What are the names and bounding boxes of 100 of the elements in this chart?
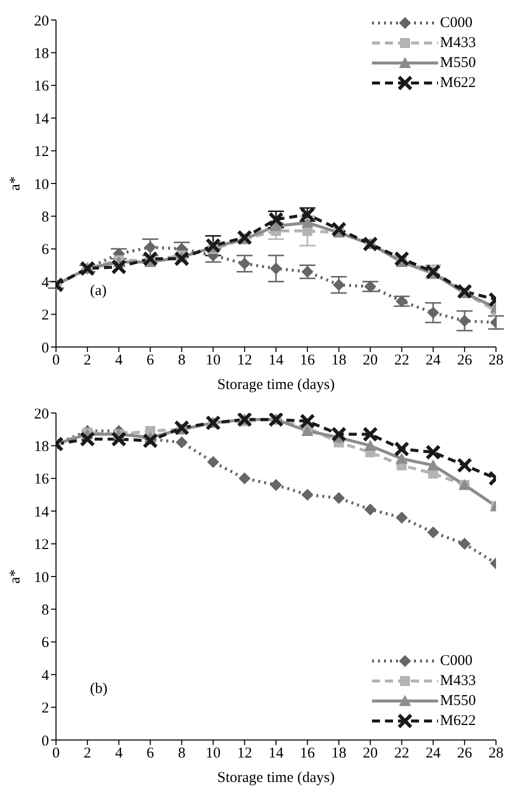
annotation: (a) [90,283,107,300]
point [301,216,314,228]
x-tick-label: 4 [115,746,124,762]
point [332,492,345,504]
point [301,424,314,436]
x-tick-label: 2 [84,746,92,762]
x-tick-label: 24 [426,746,442,762]
point [396,295,408,308]
point [144,241,156,254]
y-tick-label: 2 [42,700,49,717]
point [111,259,127,275]
point [396,452,408,464]
y-tick-label: 8 [42,210,49,226]
point [207,456,220,468]
legend-label: M433 [440,672,476,690]
y-tick-label: 10 [34,176,49,193]
point [238,472,251,484]
x-axis-title: Storage time (days) [217,377,335,393]
x-tick-label: 10 [206,746,221,762]
legend-label: C000 [440,652,473,670]
point [238,258,251,270]
legend-label: M622 [440,712,476,730]
y-tick-label: 6 [42,242,50,258]
point [236,413,252,428]
y-tick-label: 8 [42,602,49,619]
y-tick-label: 0 [42,340,49,356]
point [205,415,221,431]
x-tick-label: 26 [457,352,473,369]
legend-label: M622 [440,74,476,92]
point [205,238,221,254]
point [456,284,472,300]
point [268,413,284,428]
y-tick-label: 20 [34,13,49,30]
x-tick-label: 6 [146,746,155,762]
point [270,262,282,275]
point [427,306,440,319]
x-tick-label: 28 [488,746,504,762]
x-tick-label: 22 [394,746,410,762]
x-tick-label: 16 [300,746,316,762]
y-tick-label: 2 [42,308,49,324]
point [332,278,345,291]
point [301,488,314,501]
x-tick-label: 4 [115,352,124,369]
y-tick-label: 4 [42,274,50,291]
point [301,266,314,278]
point [364,440,376,451]
legend-label: M550 [440,54,476,72]
x-tick-label: 14 [268,746,284,762]
x-tick-label: 14 [268,352,284,369]
x-tick-label: 18 [331,746,346,762]
point [80,431,96,447]
legend-label: M433 [440,34,476,52]
x-tick-label: 0 [52,746,60,762]
y-tick-label: 14 [34,111,50,128]
x-tick-label: 20 [362,746,378,762]
y-tick-label: 12 [34,537,49,554]
x-tick-label: 8 [178,352,186,369]
x-tick-label: 12 [237,746,252,762]
x-tick-label: 10 [206,352,221,369]
x-tick-label: 0 [52,352,60,369]
point [142,250,158,266]
point [174,250,190,266]
y-tick-label: 18 [34,439,49,456]
point [427,526,440,538]
x-tick-label: 26 [457,746,473,762]
point [174,420,190,436]
y-axis-title: a* [7,176,24,191]
x-tick-label: 18 [331,352,346,369]
x-tick-label: 16 [300,352,316,369]
point [362,236,378,252]
point [394,250,410,266]
point [364,503,376,516]
y-tick-label: 20 [34,406,49,422]
legend-label: M550 [440,692,476,710]
point [425,444,441,460]
y-axis-title: a* [7,569,24,584]
point [331,426,347,442]
x-tick-label: 20 [362,352,378,369]
x-tick-label: 24 [426,352,442,369]
y-tick-label: 18 [34,46,49,62]
point [236,230,252,246]
x-axis-title: Storage time (days) [217,770,335,786]
y-tick-label: 4 [42,668,50,684]
point [427,459,440,470]
y-tick-label: 12 [34,144,49,160]
x-tick-label: 6 [146,352,155,369]
y-tick-label: 6 [42,635,50,652]
x-tick-label: 2 [84,352,92,369]
x-tick-label: 28 [488,352,504,369]
point [456,458,472,474]
y-tick-label: 16 [34,472,50,488]
point [270,478,282,491]
x-tick-label: 8 [178,746,186,762]
point [331,222,347,238]
point [176,436,188,448]
point [458,314,471,327]
x-tick-label: 12 [237,352,252,369]
y-tick-label: 14 [34,504,50,520]
x-tick-label: 22 [394,352,410,369]
y-tick-label: 10 [34,570,49,586]
